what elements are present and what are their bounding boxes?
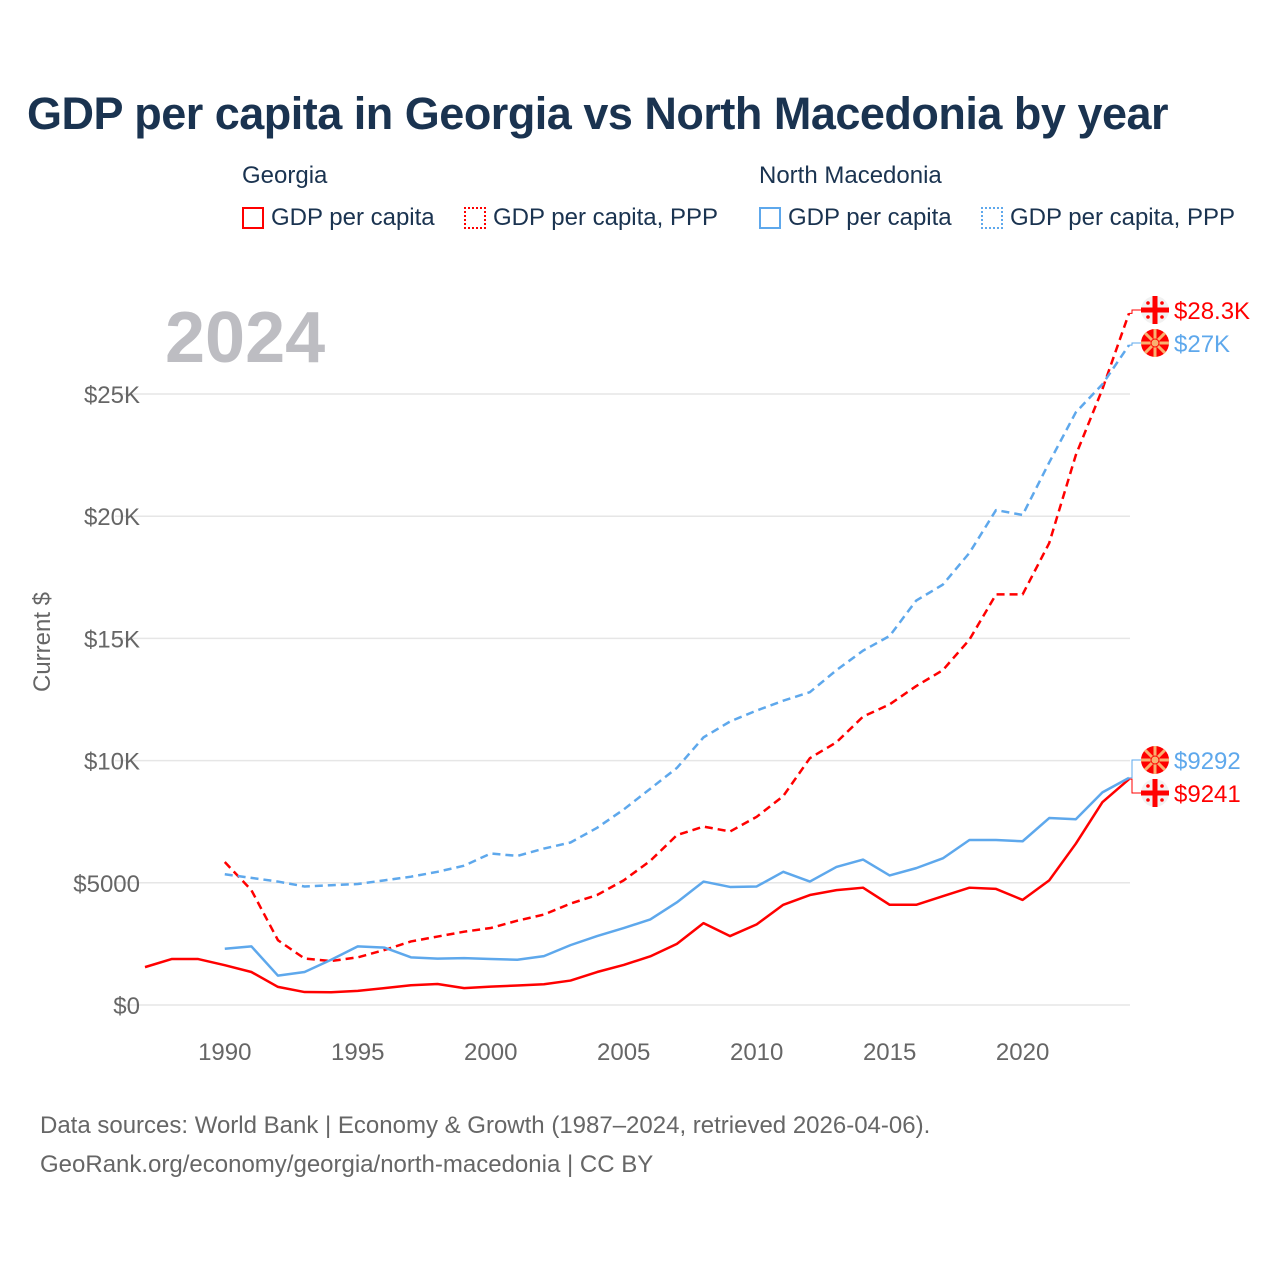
x-tick-label: 2005 xyxy=(597,1039,650,1066)
legend-label: GDP per capita, PPP xyxy=(493,204,718,231)
x-tick-label: 2010 xyxy=(730,1039,783,1066)
x-tick-label: 2015 xyxy=(863,1039,916,1066)
legend-swatch-dotted-blue xyxy=(981,207,1003,229)
year-watermark: 2024 xyxy=(165,298,325,378)
legend-label: GDP per capita xyxy=(271,204,435,231)
end-value-label: $9241 xyxy=(1174,781,1241,808)
footer-link[interactable]: GeoRank.org/economy/georgia/north-macedo… xyxy=(40,1151,654,1178)
flag-small-cross xyxy=(1146,315,1150,319)
legend-swatch-solid-red xyxy=(242,207,264,229)
series-line xyxy=(224,344,1131,888)
y-tick-label: $20K xyxy=(84,504,140,531)
legend-label: GDP per capita, PPP xyxy=(1010,204,1235,231)
legend-nm-ppp[interactable]: GDP per capita, PPP xyxy=(981,204,1235,232)
flag-small-cross xyxy=(1146,301,1150,305)
north-macedonia-flag-icon xyxy=(1141,329,1169,357)
flag-small-cross xyxy=(1160,784,1164,788)
y-tick-label: $25K xyxy=(84,382,140,409)
flag-cross xyxy=(1152,779,1158,807)
flag-small-cross xyxy=(1146,784,1150,788)
y-tick-label: $10K xyxy=(84,749,140,776)
y-tick-label: $0 xyxy=(113,993,140,1020)
legend-group-north-macedonia: North Macedonia xyxy=(759,162,942,189)
end-value-label: $27K xyxy=(1174,331,1230,358)
y-tick-label: $5000 xyxy=(73,871,140,898)
legend-swatch-dotted-red xyxy=(464,207,486,229)
flag-small-cross xyxy=(1160,315,1164,319)
georgia-flag-icon xyxy=(1141,779,1169,807)
legend-group-georgia: Georgia xyxy=(242,162,328,189)
flag-sun xyxy=(1150,755,1160,765)
end-connector xyxy=(1129,778,1142,794)
y-tick-label: $15K xyxy=(84,626,140,653)
legend-georgia-ppp[interactable]: GDP per capita, PPP xyxy=(464,204,718,232)
series-line xyxy=(224,776,1130,977)
legend-label: GDP per capita xyxy=(788,204,952,231)
footer: Data sources: World Bank | Economy & Gro… xyxy=(40,1106,930,1184)
north-macedonia-flag-icon xyxy=(1141,746,1169,774)
end-connector xyxy=(1129,759,1142,779)
flag-small-cross xyxy=(1160,798,1164,802)
footer-sources: Data sources: World Bank | Economy & Gro… xyxy=(40,1112,931,1139)
flag-small-cross xyxy=(1160,301,1164,305)
legend-swatch-solid-blue xyxy=(759,207,781,229)
end-value-label: $9292 xyxy=(1174,748,1241,775)
x-tick-label: 1990 xyxy=(198,1039,251,1066)
x-tick-label: 2020 xyxy=(996,1039,1049,1066)
legend-georgia-gdp[interactable]: GDP per capita xyxy=(242,204,435,232)
chart-title: GDP per capita in Georgia vs North Maced… xyxy=(27,88,1169,139)
end-connector xyxy=(1129,309,1142,314)
flag-cross xyxy=(1152,296,1158,324)
legend-nm-gdp[interactable]: GDP per capita xyxy=(759,204,952,232)
end-connector xyxy=(1129,342,1142,346)
series-line xyxy=(223,312,1131,963)
flag-sun xyxy=(1150,338,1160,348)
flag-small-cross xyxy=(1146,798,1150,802)
georgia-flag-icon xyxy=(1141,296,1169,324)
x-tick-label: 1995 xyxy=(331,1039,384,1066)
y-axis-label: Current $ xyxy=(29,592,56,692)
end-value-label: $28.3K xyxy=(1174,298,1250,325)
series-line xyxy=(144,778,1130,994)
x-tick-label: 2000 xyxy=(464,1039,517,1066)
